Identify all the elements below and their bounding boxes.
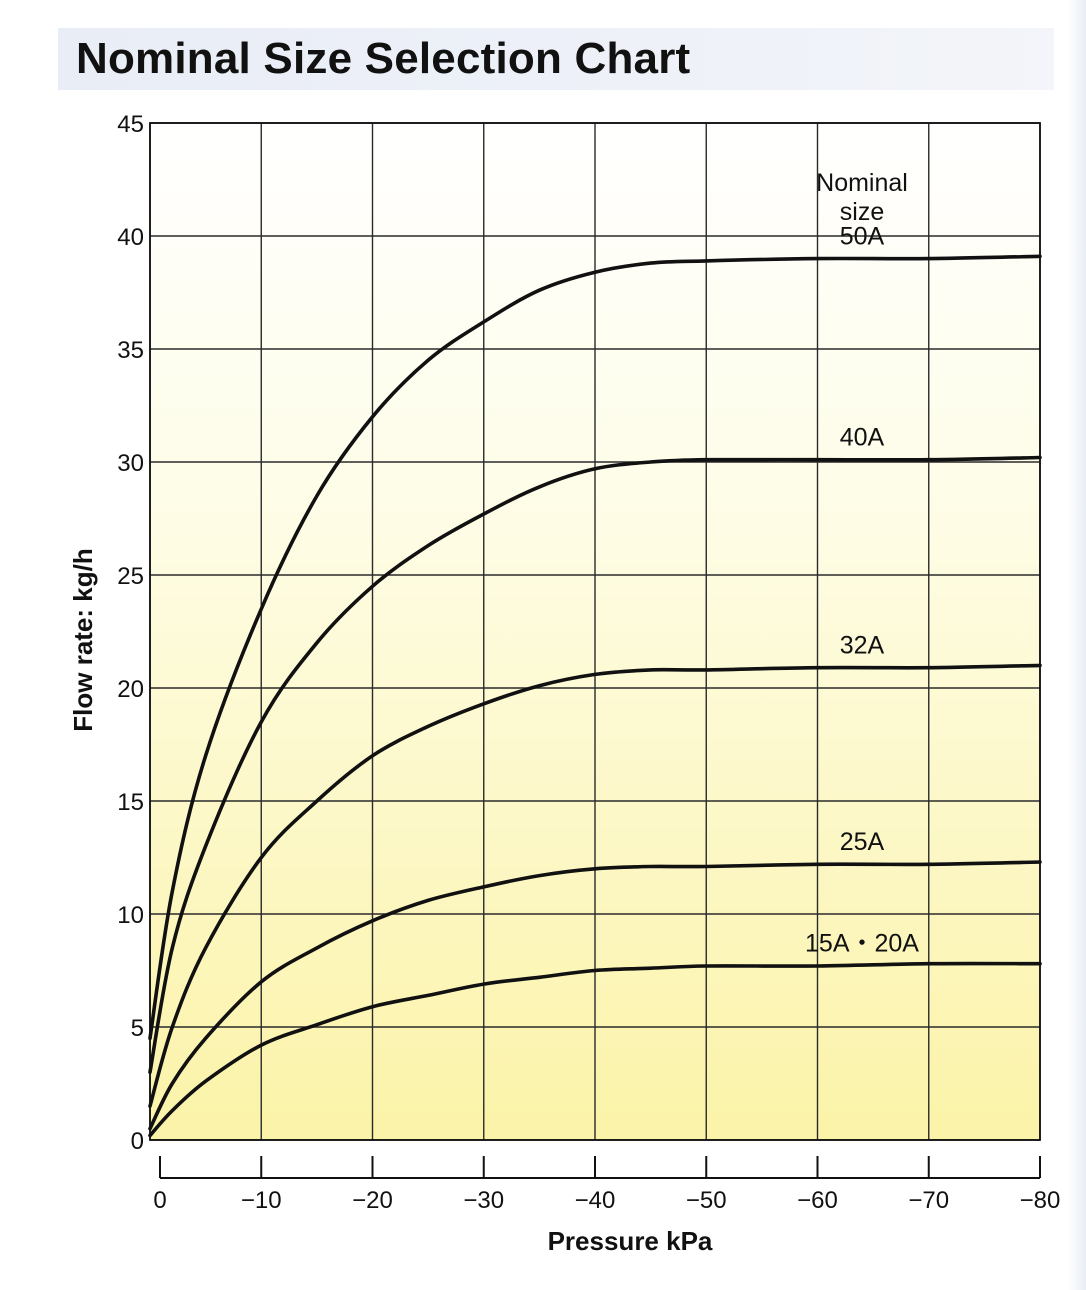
series-line (148, 860, 1042, 1131)
series-lines (148, 254, 1042, 1138)
series-label: 32A (840, 631, 885, 659)
y-tick-label: 30 (117, 450, 144, 477)
x-tick-label: −80 (1020, 1187, 1061, 1214)
y-axis-title: Flow rate: kg/h (68, 548, 98, 731)
chart-title: Nominal Size Selection Chart (76, 34, 691, 83)
y-tick-label: 25 (117, 563, 144, 590)
series-labels: 50A 40A 32A 25A 15A・20A (805, 222, 919, 957)
y-tick-label: 40 (117, 224, 144, 251)
x-axis-title: Pressure kPa (548, 1226, 713, 1256)
legend-title-line-2: size (840, 198, 884, 226)
y-tick-label: 10 (117, 902, 144, 929)
series-label: 15A・20A (805, 930, 919, 958)
series-label: 25A (840, 828, 885, 856)
page-edge-shadow (1068, 0, 1086, 1290)
y-tick-label: 5 (131, 1015, 144, 1042)
series-line (148, 254, 1042, 1041)
series-line (148, 455, 1042, 1074)
x-tick-label: 0 (153, 1187, 166, 1214)
title-band (58, 28, 1054, 90)
y-tick-label: 0 (131, 1128, 144, 1155)
x-tick-label: −70 (908, 1187, 949, 1214)
x-tick-label: −10 (241, 1187, 282, 1214)
x-tick-label: −60 (797, 1187, 838, 1214)
grid (149, 122, 1041, 1141)
plot-border (149, 122, 1041, 1141)
x-tick-label: −50 (686, 1187, 727, 1214)
y-tick-label: 45 (117, 111, 144, 138)
series-label: 50A (840, 222, 885, 250)
y-tick-label: 35 (117, 337, 144, 364)
series-line (148, 663, 1042, 1108)
legend-title-line-1: Nominal (816, 169, 908, 197)
x-tick-label: −20 (352, 1187, 393, 1214)
series-line (148, 961, 1042, 1138)
x-tick-label: −30 (463, 1187, 504, 1214)
y-tick-label: 20 (117, 676, 144, 703)
x-axis: 0 −10 −20 −30 −40 −50 −60 −70 −80 (153, 1156, 1060, 1214)
x-tick-label: −40 (575, 1187, 616, 1214)
series-label: 40A (840, 423, 885, 451)
y-tick-labels: 0 5 10 15 20 25 30 35 40 45 (117, 111, 144, 1155)
y-tick-label: 15 (117, 789, 144, 816)
